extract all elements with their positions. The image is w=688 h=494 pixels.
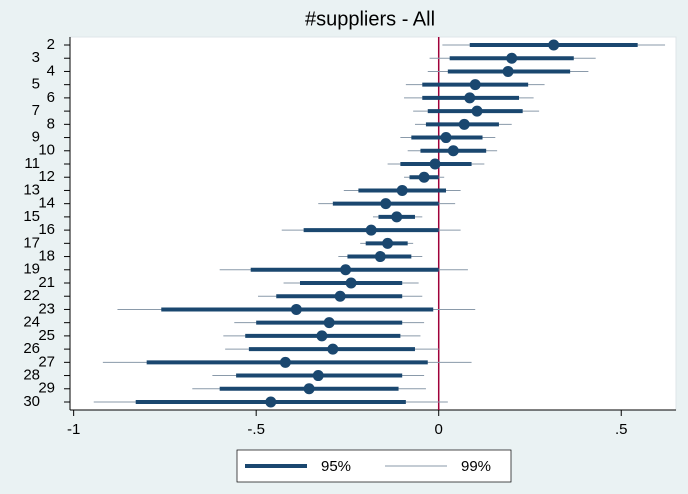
point-estimate xyxy=(374,251,386,263)
point-estimate xyxy=(316,330,328,342)
point-estimate xyxy=(471,105,483,117)
y-tick-label: 22 xyxy=(23,287,40,304)
y-tick-label: 25 xyxy=(38,327,55,344)
point-estimate xyxy=(429,158,441,170)
point-estimate xyxy=(323,317,335,329)
point-estimate xyxy=(396,184,408,196)
x-tick-label: 0 xyxy=(435,421,443,438)
point-estimate xyxy=(303,383,315,395)
y-tick-label: 5 xyxy=(32,76,40,93)
y-tick-label: 26 xyxy=(23,340,40,357)
x-tick-label: .5 xyxy=(615,421,628,438)
y-tick-label: 10 xyxy=(38,142,55,159)
point-estimate xyxy=(391,211,403,223)
y-tick-label: 18 xyxy=(38,248,55,265)
plot-area xyxy=(69,36,677,411)
point-estimate xyxy=(506,52,518,64)
y-tick-label: 13 xyxy=(23,181,40,198)
point-estimate xyxy=(290,303,302,315)
point-estimate xyxy=(279,356,291,368)
y-tick-label: 27 xyxy=(38,353,55,370)
y-tick-label: 8 xyxy=(47,115,55,132)
point-estimate xyxy=(469,79,481,91)
point-estimate xyxy=(365,224,377,236)
y-tick-label: 23 xyxy=(38,300,55,317)
point-estimate xyxy=(327,343,339,355)
x-tick-label: -.5 xyxy=(247,421,265,438)
y-tick-label: 21 xyxy=(38,274,55,291)
y-tick-label: 12 xyxy=(38,168,55,185)
x-tick-label: -1 xyxy=(67,421,80,438)
point-estimate xyxy=(265,396,277,408)
point-estimate xyxy=(548,39,560,51)
y-tick-label: 28 xyxy=(23,367,40,384)
legend-label: 95% xyxy=(321,458,351,475)
y-tick-label: 19 xyxy=(23,261,40,278)
point-estimate xyxy=(447,145,459,157)
point-estimate xyxy=(382,237,394,249)
y-tick-label: 6 xyxy=(47,89,55,106)
y-tick-label: 24 xyxy=(23,314,40,331)
y-tick-label: 15 xyxy=(23,208,40,225)
y-tick-label: 16 xyxy=(38,221,55,238)
y-tick-label: 30 xyxy=(23,393,40,410)
point-estimate xyxy=(380,198,392,210)
point-estimate xyxy=(464,92,476,104)
y-tick-label: 29 xyxy=(38,380,55,397)
legend-label: 99% xyxy=(461,458,491,475)
y-tick-label: 9 xyxy=(32,129,40,146)
chart-title: #suppliers - All xyxy=(305,8,435,30)
point-estimate xyxy=(418,171,430,183)
y-tick-label: 14 xyxy=(38,195,55,212)
point-estimate xyxy=(345,277,357,289)
y-tick-label: 4 xyxy=(47,62,55,79)
point-estimate xyxy=(312,370,324,382)
point-estimate xyxy=(340,264,352,276)
y-tick-label: 7 xyxy=(32,102,40,119)
point-estimate xyxy=(502,65,514,77)
y-tick-label: 2 xyxy=(47,36,55,53)
point-estimate xyxy=(334,290,346,302)
y-tick-label: 11 xyxy=(24,155,40,172)
y-tick-label: 17 xyxy=(23,234,40,251)
point-estimate xyxy=(458,118,470,130)
point-estimate xyxy=(440,132,452,144)
y-tick-label: 3 xyxy=(32,49,40,66)
